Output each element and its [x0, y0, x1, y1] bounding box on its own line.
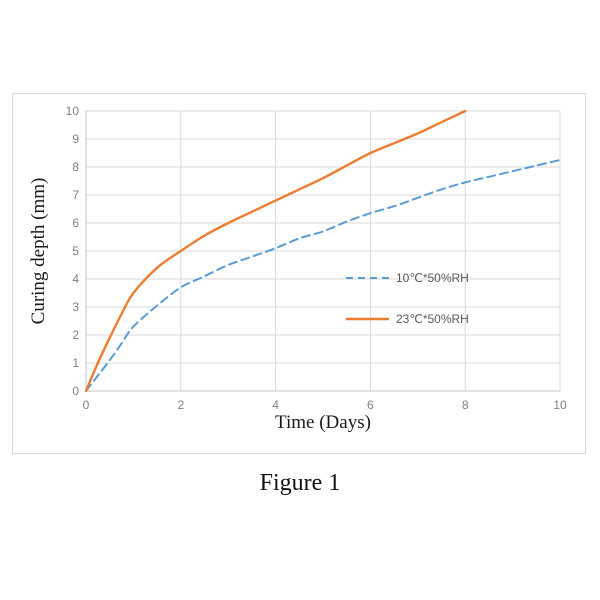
x-tick-label: 8 — [461, 398, 469, 412]
y-tick-label: 4 — [72, 272, 79, 286]
y-tick-label: 6 — [72, 216, 79, 230]
series-line-solid — [84, 109, 467, 393]
y-tick-label: 3 — [72, 300, 79, 314]
x-tick-label: 10 — [553, 398, 567, 412]
plot-area — [84, 109, 561, 393]
legend-dashed-line-sample — [346, 277, 389, 279]
x-tick-label: 4 — [272, 398, 279, 412]
y-tick-label: 10 — [65, 104, 79, 118]
y-tick-label: 0 — [72, 384, 79, 398]
y-tick-label: 2 — [72, 328, 79, 342]
legend-label: 10℃*50%RH — [396, 271, 469, 285]
legend-item-10c-50rh: 10℃*50%RH — [346, 264, 469, 292]
x-axis-title: Time (Days) — [275, 412, 371, 433]
y-axis-title: Curing depth (mm) — [28, 177, 49, 325]
legend-item-23c-50rh: 23℃*50%RH — [346, 305, 469, 333]
legend-label: 23℃*50%RH — [396, 312, 469, 326]
chart-frame: 0 2 4 6 8 10 0 1 2 3 4 5 6 7 8 9 10 Time (Days) Curing … — [12, 93, 586, 454]
y-tick-label: 7 — [72, 188, 79, 202]
x-tick-label: 2 — [177, 398, 185, 412]
y-tick-label: 5 — [72, 244, 79, 258]
legend: 10℃*50%RH 23℃*50%RH — [346, 264, 469, 333]
legend-solid-line-sample — [346, 317, 389, 321]
x-tick-label: 0 — [82, 398, 90, 412]
x-tick-label: 6 — [367, 398, 374, 412]
series-line-dashed — [85, 159, 561, 392]
y-tick-label: 1 — [72, 356, 79, 370]
figure-caption: Figure 1 — [259, 470, 341, 496]
y-tick-label: 9 — [72, 132, 79, 146]
y-tick-label: 8 — [72, 160, 79, 174]
